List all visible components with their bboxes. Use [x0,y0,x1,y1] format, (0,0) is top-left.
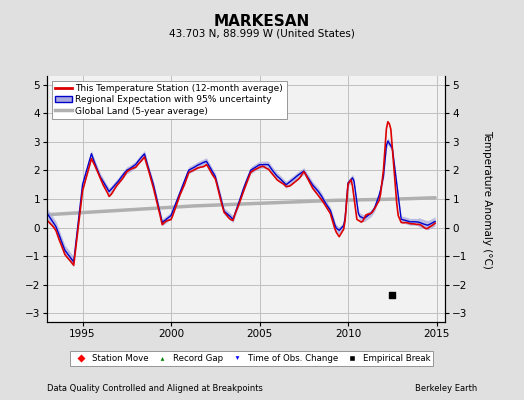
Text: MARKESAN: MARKESAN [214,14,310,30]
Point [388,292,397,298]
Text: Data Quality Controlled and Aligned at Breakpoints: Data Quality Controlled and Aligned at B… [47,384,263,393]
Y-axis label: Temperature Anomaly (°C): Temperature Anomaly (°C) [482,130,492,268]
Legend: Station Move, Record Gap, Time of Obs. Change, Empirical Break: Station Move, Record Gap, Time of Obs. C… [70,351,433,366]
Text: Berkeley Earth: Berkeley Earth [414,384,477,393]
Legend: This Temperature Station (12-month average), Regional Expectation with 95% uncer: This Temperature Station (12-month avera… [52,80,287,119]
Text: 43.703 N, 88.999 W (United States): 43.703 N, 88.999 W (United States) [169,29,355,39]
